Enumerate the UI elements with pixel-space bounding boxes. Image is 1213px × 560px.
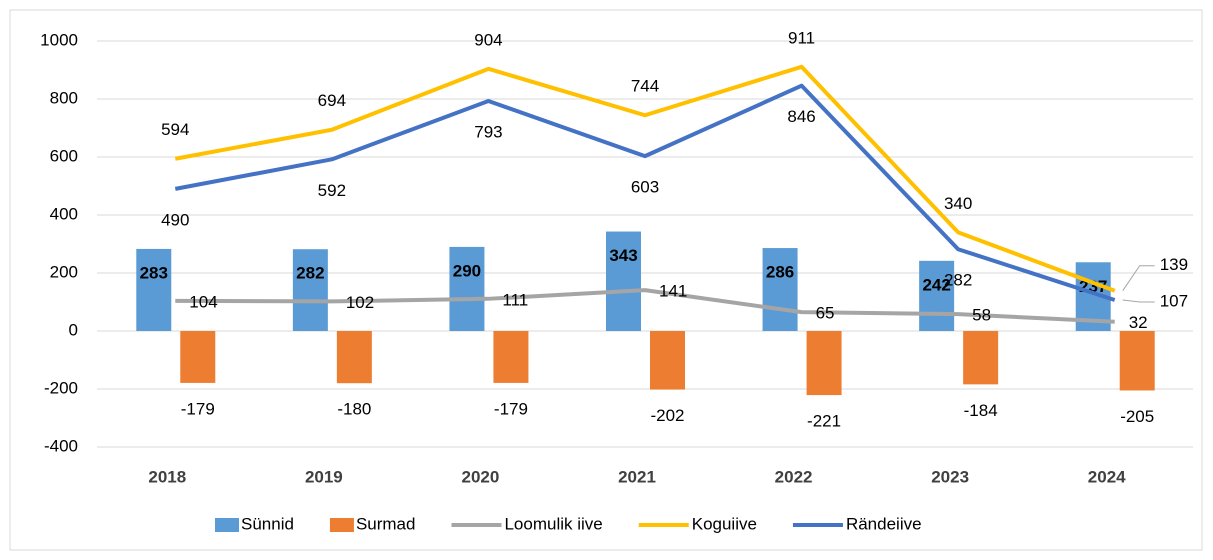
bar xyxy=(292,249,328,331)
data-label: 340 xyxy=(944,194,972,213)
bar xyxy=(180,331,216,383)
line xyxy=(174,64,1116,293)
data-label: -184 xyxy=(964,401,998,420)
data-label: 594 xyxy=(161,120,189,139)
bar xyxy=(336,331,372,384)
data-label: 282 xyxy=(944,271,972,290)
x-tick-label: 2019 xyxy=(305,467,343,486)
leader-line xyxy=(1122,265,1155,291)
y-tick-label: 400 xyxy=(50,204,78,223)
bar xyxy=(762,248,798,331)
bar xyxy=(650,331,685,390)
x-tick-label: 2020 xyxy=(462,467,500,486)
data-label: 603 xyxy=(631,178,659,197)
data-label: 694 xyxy=(318,91,346,110)
data-label: 141 xyxy=(659,282,687,301)
legend-label: Sünnid xyxy=(241,514,294,533)
bar xyxy=(136,248,172,331)
data-label: 290 xyxy=(453,261,481,280)
y-tick-label: -400 xyxy=(44,436,78,455)
data-label: -221 xyxy=(807,412,841,431)
data-label: 58 xyxy=(972,306,991,325)
data-label: 102 xyxy=(346,293,374,312)
data-label: 139 xyxy=(1160,255,1188,274)
data-label: 242 xyxy=(922,275,950,294)
data-label: -180 xyxy=(337,400,371,419)
data-label: 107 xyxy=(1160,291,1188,310)
data-label: 490 xyxy=(161,210,189,229)
bar xyxy=(1119,331,1155,391)
legend-label: Koguiive xyxy=(692,514,757,533)
data-label: 282 xyxy=(296,264,324,283)
bar xyxy=(919,260,955,331)
y-tick-label: 600 xyxy=(50,146,78,165)
bar xyxy=(963,331,999,385)
y-tick-label: 1000 xyxy=(40,30,78,49)
data-label: 592 xyxy=(318,181,346,200)
data-label: 32 xyxy=(1129,313,1148,332)
data-label: -179 xyxy=(181,399,215,418)
data-label: 111 xyxy=(502,290,528,309)
line xyxy=(175,288,1115,324)
y-tick-label: -200 xyxy=(44,378,78,397)
data-label: 343 xyxy=(609,246,637,265)
legend-swatch xyxy=(329,518,354,532)
legend-swatch xyxy=(215,518,239,532)
y-tick-label: 0 xyxy=(69,320,78,339)
x-tick-label: 2024 xyxy=(1088,467,1126,486)
x-tick-label: 2023 xyxy=(931,467,969,486)
data-label: 283 xyxy=(140,263,168,282)
legend-label: Surmad xyxy=(356,514,416,533)
data-label: 65 xyxy=(816,304,835,323)
bar xyxy=(606,231,641,331)
legend-label: Rändeiive xyxy=(846,514,922,533)
bar xyxy=(806,331,842,396)
data-label: -205 xyxy=(1120,407,1154,426)
y-tick-label: 800 xyxy=(50,88,78,107)
x-tick-label: 2018 xyxy=(148,467,186,486)
data-label: 744 xyxy=(631,77,659,96)
leader-line xyxy=(1122,299,1155,303)
line xyxy=(174,83,1116,302)
bar xyxy=(493,331,529,383)
data-label: 846 xyxy=(787,107,815,126)
data-label: 904 xyxy=(474,30,502,49)
x-tick-label: 2021 xyxy=(618,467,656,486)
legend-label: Loomulik iive xyxy=(504,514,602,533)
bar xyxy=(449,246,485,331)
y-tick-label: 200 xyxy=(50,262,78,281)
data-label: 793 xyxy=(474,123,502,142)
x-tick-label: 2022 xyxy=(775,467,813,486)
data-label: 911 xyxy=(788,28,815,47)
data-label: -202 xyxy=(650,406,684,425)
data-label: -179 xyxy=(494,399,528,418)
data-label: 104 xyxy=(189,292,217,311)
data-label: 286 xyxy=(766,263,794,282)
